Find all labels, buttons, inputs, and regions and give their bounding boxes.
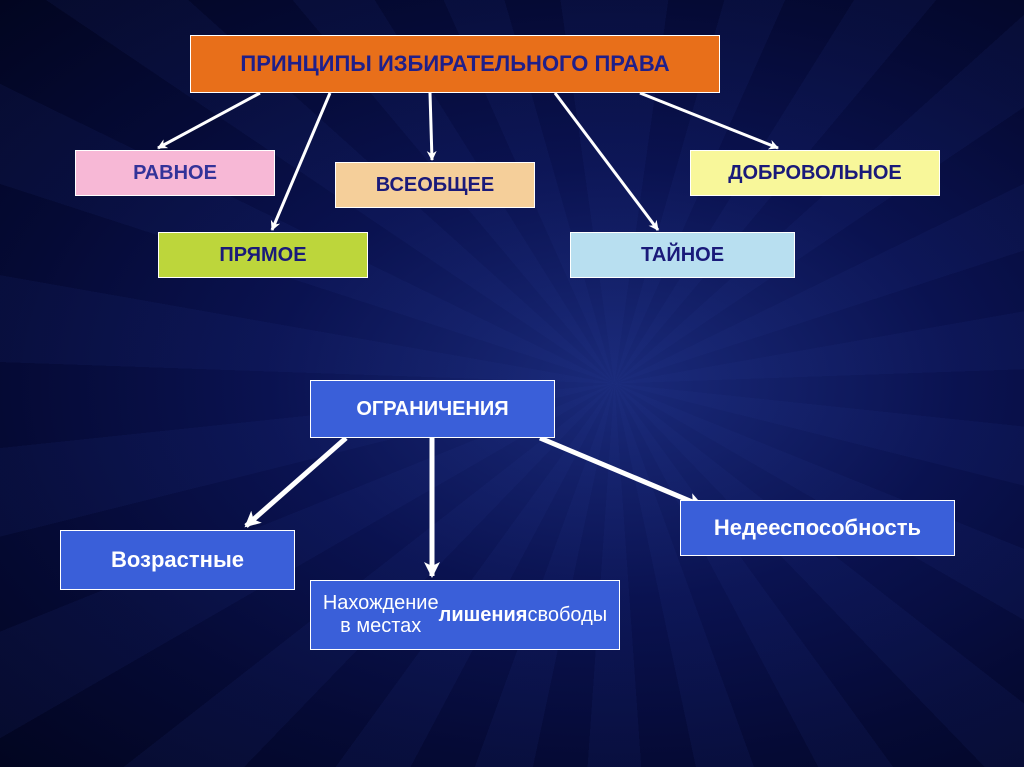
node-secret: ТАЙНОЕ <box>570 232 795 278</box>
node-prison: Нахождение в местахлишения свободы <box>310 580 620 650</box>
node-direct: ПРЯМОЕ <box>158 232 368 278</box>
node-universal: ВСЕОБЩЕЕ <box>335 162 535 208</box>
node-age: Возрастные <box>60 530 295 590</box>
node-incapacity: Недееспособность <box>680 500 955 556</box>
node-equal: РАВНОЕ <box>75 150 275 196</box>
node-restrictions: ОГРАНИЧЕНИЯ <box>310 380 555 438</box>
node-title: ПРИНЦИПЫ ИЗБИРАТЕЛЬНОГО ПРАВА <box>190 35 720 93</box>
node-voluntary: ДОБРОВОЛЬНОЕ <box>690 150 940 196</box>
